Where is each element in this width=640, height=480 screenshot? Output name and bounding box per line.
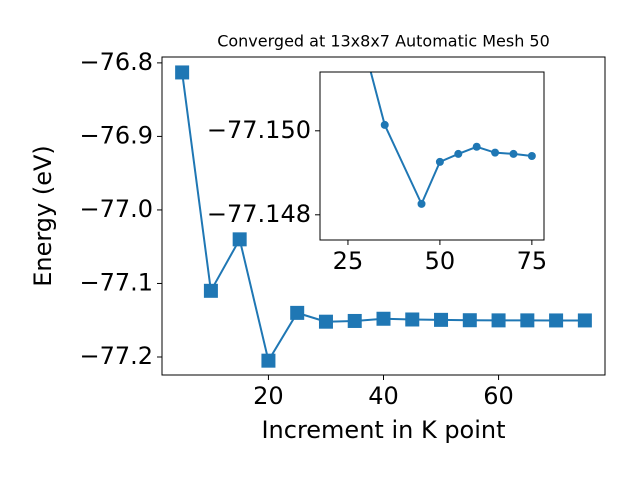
axes-frame: [319, 71, 545, 241]
y-tick-label: −76.9: [79, 121, 153, 149]
plot-area: [369, 72, 536, 208]
marker: [462, 313, 477, 328]
axes-background: [320, 72, 544, 240]
marker: [509, 149, 518, 158]
marker: [491, 313, 506, 328]
x-tick-label: 75: [517, 247, 548, 275]
x-tick-label: 20: [253, 382, 284, 410]
y-axis-label: Energy (eV): [29, 145, 57, 287]
marker: [290, 305, 305, 320]
x-tick-label: 25: [333, 247, 364, 275]
x-axis-label: Increment in K point: [261, 416, 505, 444]
marker: [376, 311, 391, 326]
marker: [405, 312, 420, 327]
y-tick-label: −77.2: [79, 342, 153, 370]
marker: [175, 65, 190, 80]
marker: [577, 313, 592, 328]
plot-area: [175, 65, 592, 368]
marker: [472, 142, 481, 151]
marker: [203, 283, 218, 298]
x-tick-label: 60: [483, 382, 514, 410]
y-tick-label: −77.0: [79, 195, 153, 223]
marker: [454, 149, 463, 158]
marker: [491, 148, 500, 157]
marker: [380, 120, 389, 129]
marker: [417, 199, 426, 208]
marker: [520, 313, 535, 328]
marker: [232, 232, 247, 247]
marker: [318, 314, 333, 329]
marker: [549, 313, 564, 328]
y-tick-label: −77.148: [207, 200, 311, 228]
marker: [434, 312, 449, 327]
y-tick-label: −77.150: [207, 116, 311, 144]
chart-title: Converged at 13x8x7 Automatic Mesh 50: [217, 32, 550, 51]
x-tick-label: 50: [425, 247, 456, 275]
marker: [527, 152, 536, 160]
marker: [261, 353, 276, 368]
x-tick-label: 40: [368, 382, 399, 410]
y-tick-label: −77.1: [79, 268, 153, 296]
marker: [347, 313, 362, 328]
marker: [435, 157, 444, 166]
y-tick-label: −76.8: [79, 48, 153, 76]
